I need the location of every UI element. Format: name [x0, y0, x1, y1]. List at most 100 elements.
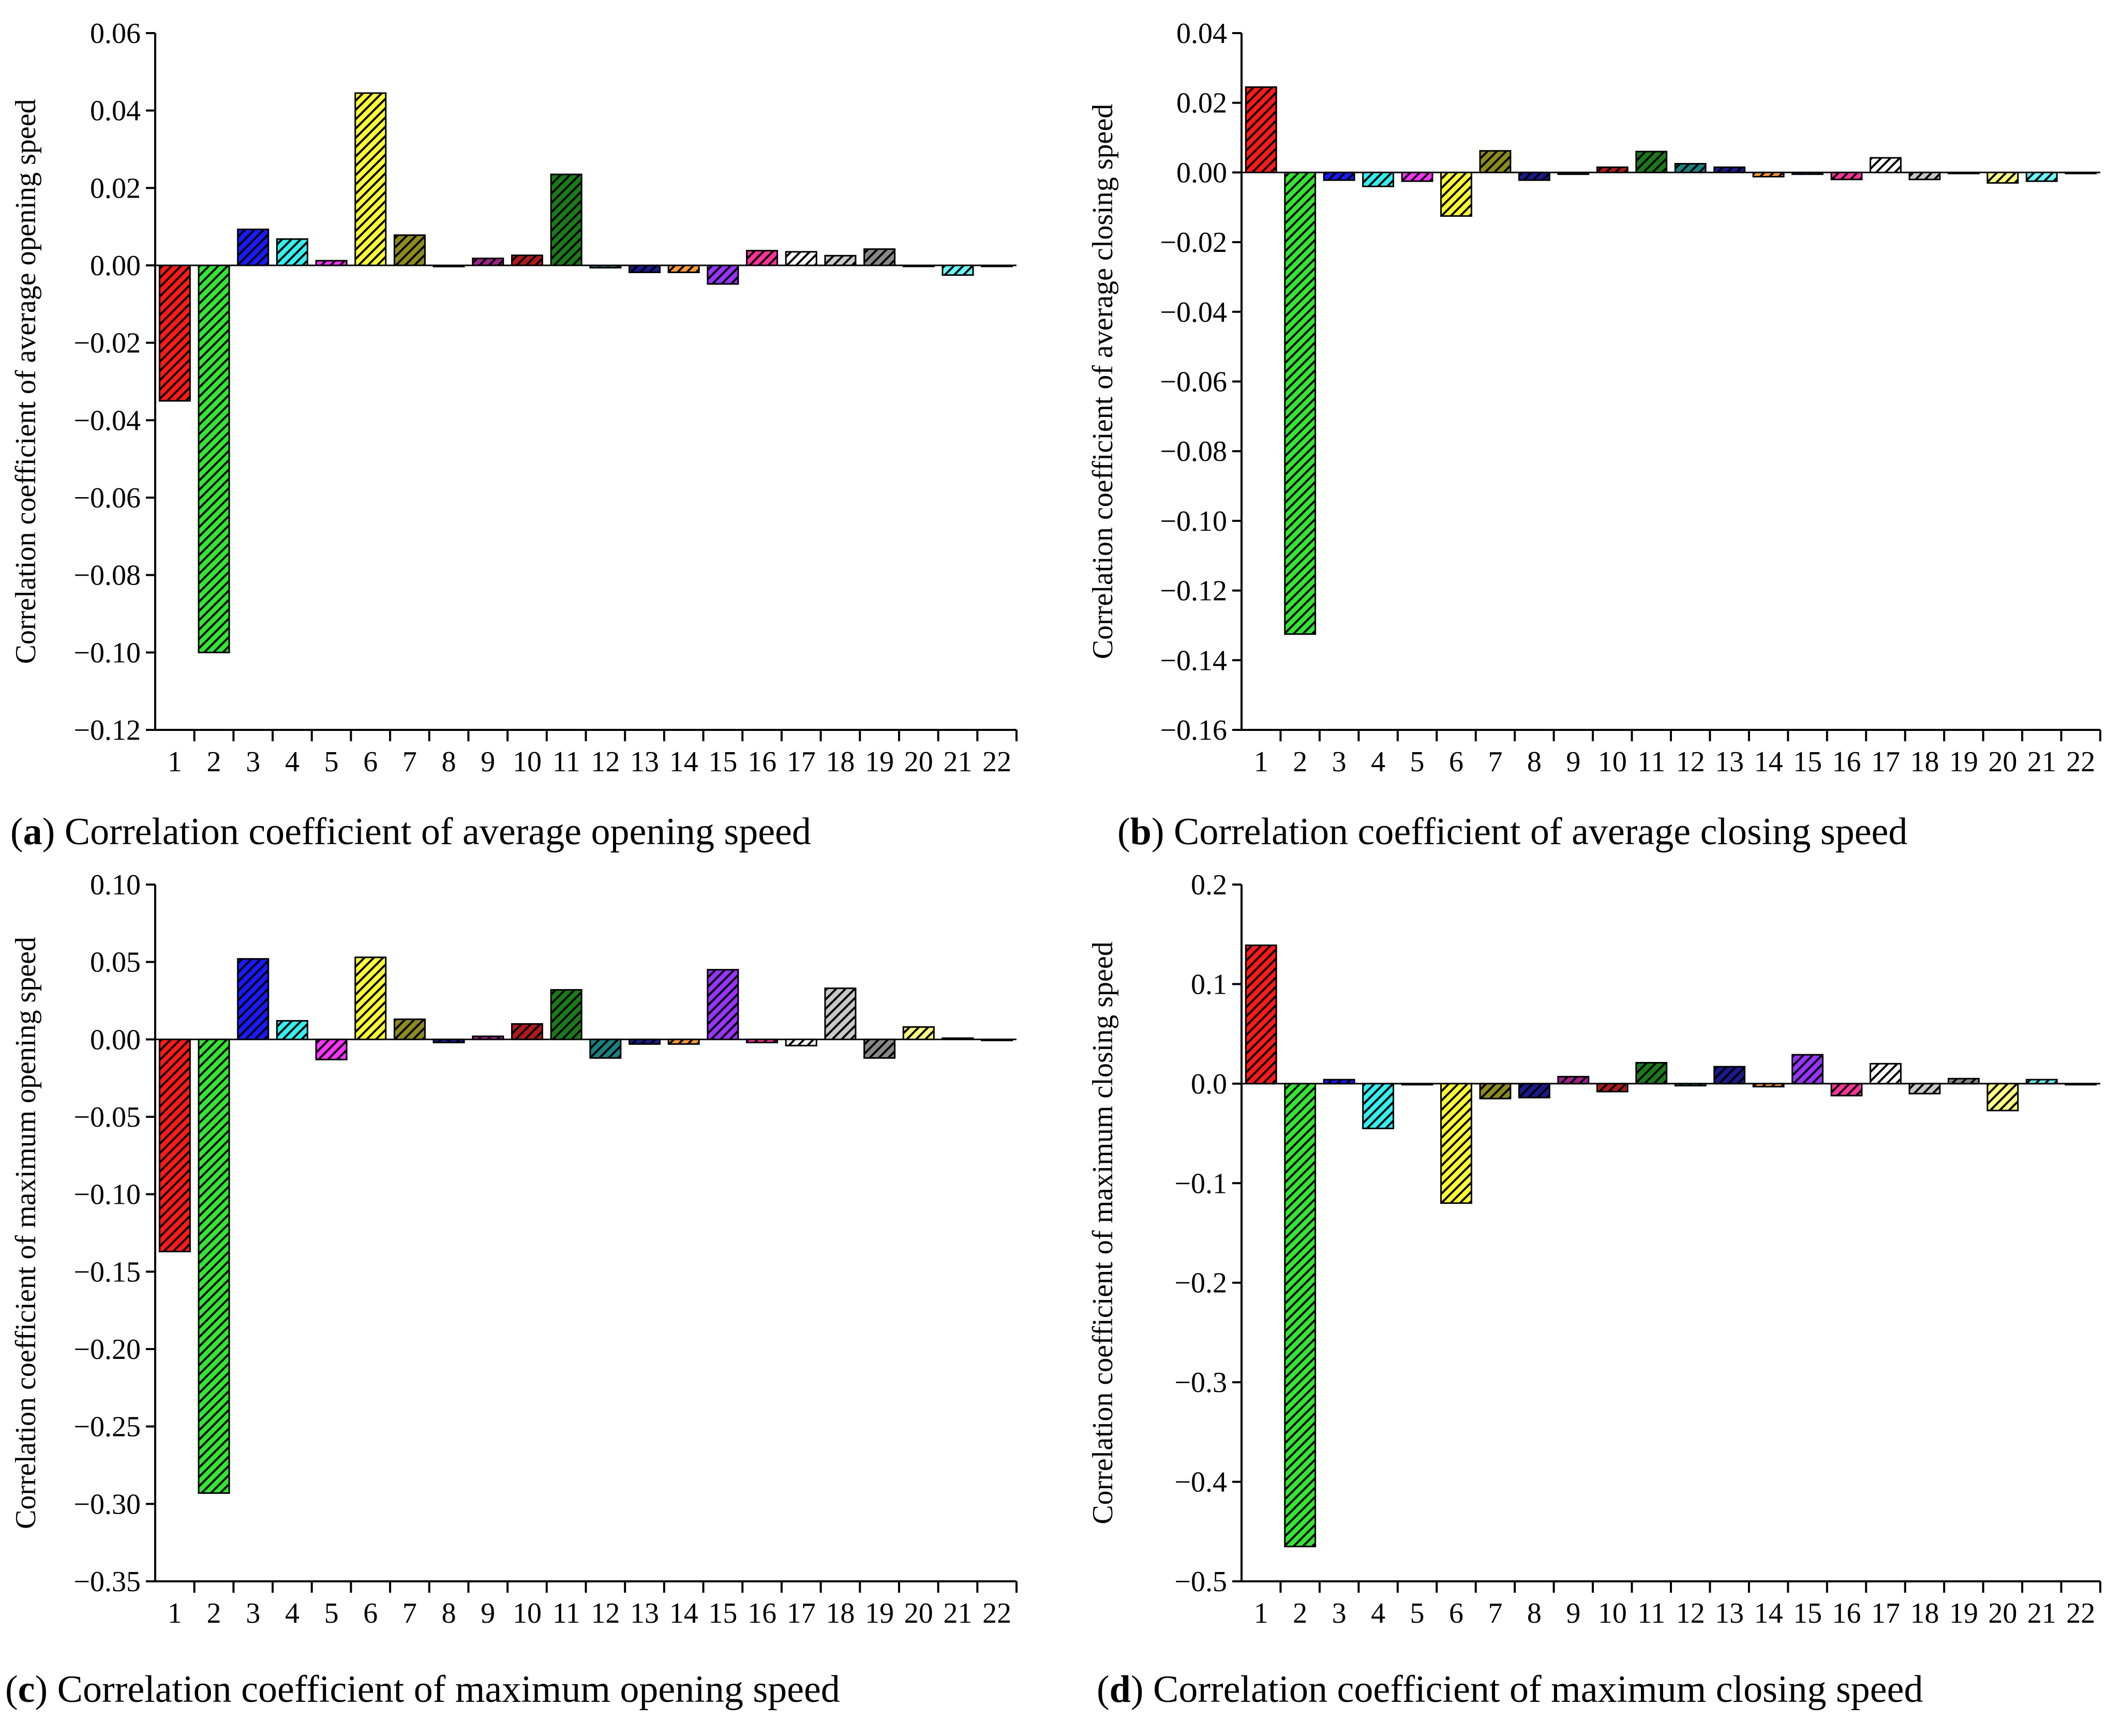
x-tick-label: 22 [2066, 1597, 2095, 1629]
bar-3 [237, 228, 270, 266]
bar-2 [1284, 171, 1317, 635]
x-tick-label: 22 [982, 746, 1011, 778]
bar-2 [198, 264, 230, 653]
y-tick-label: −0.25 [73, 1411, 141, 1443]
bar-20 [1986, 171, 2019, 184]
x-tick-label: 11 [552, 746, 580, 778]
chart-panel-b: 0.04 0.02 0.00 −0.02 −0.04 −0.06 −0.08 −0.10 −0.… [1087, 18, 2101, 853]
x-tick-label: 16 [1832, 746, 1861, 778]
x-tick-label: 3 [1332, 746, 1347, 778]
caption-paren-open: ( [1097, 1668, 1110, 1711]
x-tick-label: 22 [982, 1597, 1011, 1629]
x-tick-label: 20 [904, 746, 933, 778]
x-tick-label: 18 [826, 1597, 855, 1629]
bar-8 [432, 1038, 465, 1043]
bar-11 [1635, 1061, 1668, 1085]
y-axis-title: Correlation coefficient of average openi… [10, 99, 42, 664]
y-tick-label: −0.35 [73, 1566, 141, 1598]
bar-15 [1791, 171, 1824, 175]
y-tick-label: −0.5 [1174, 1566, 1227, 1598]
x-tick-label: 7 [402, 746, 417, 778]
x-tick-label: 1 [1254, 1597, 1268, 1629]
bar-4 [1362, 171, 1395, 187]
y-tick-label: 0.04 [1176, 18, 1227, 50]
bar-10 [511, 1023, 543, 1040]
bar-19 [863, 1038, 896, 1059]
y-tick-label: 0.00 [90, 1024, 141, 1056]
x-tick-label: 15 [1793, 1597, 1822, 1629]
bar-18 [1908, 1083, 1941, 1095]
chart-panel-a: 0.06 0.04 0.02 0.00 −0.02 −0.04 −0.06 −0.08 −0.1… [10, 18, 1018, 853]
bar-4 [1362, 1083, 1395, 1129]
bar-8 [1518, 1083, 1550, 1099]
caption-text: Correlation coefficient of maximum openi… [48, 1668, 840, 1711]
x-tick-label: 10 [513, 746, 542, 778]
y-tick-label: 0.2 [1191, 869, 1227, 901]
y-tick-label: −0.14 [1160, 645, 1227, 677]
bar-22 [2065, 171, 2097, 174]
bar-1 [158, 264, 191, 402]
x-tick-label: 21 [2027, 746, 2056, 778]
bar-10 [511, 255, 543, 266]
x-tick-label: 6 [363, 1597, 378, 1629]
y-tick-label: −0.10 [73, 1179, 141, 1211]
bar-5 [1401, 171, 1433, 182]
y-tick-label: −0.08 [73, 560, 141, 592]
y-tick-label: −0.1 [1174, 1168, 1227, 1200]
bar-21 [2025, 171, 2058, 182]
bar-7 [393, 234, 426, 266]
y-tick-label: −0.3 [1174, 1367, 1227, 1399]
bar-19 [1947, 1077, 1980, 1085]
x-tick-label: 5 [1410, 1597, 1425, 1629]
x-tick-label: 20 [1988, 1597, 2017, 1629]
bar-7 [393, 1018, 426, 1040]
y-tick-label: −0.2 [1174, 1267, 1227, 1299]
bar-13 [1713, 1066, 1746, 1085]
y-tick-label: −0.02 [73, 327, 141, 360]
y-tick-label: −0.20 [73, 1334, 141, 1366]
bar-16 [746, 250, 779, 266]
bar-6 [1440, 1083, 1472, 1204]
y-axis-title: Correlation coefficient of maximum openi… [10, 937, 42, 1529]
x-tick-label: 18 [826, 746, 855, 778]
y-tick-label: −0.08 [1160, 436, 1227, 468]
bar-21 [2025, 1079, 2058, 1085]
bar-12 [589, 1038, 622, 1059]
x-tick-label: 9 [1566, 746, 1580, 778]
x-tick-label: 15 [708, 746, 737, 778]
bar-18 [824, 255, 857, 266]
bar-14 [667, 264, 700, 273]
bar-5 [315, 260, 348, 266]
x-tick-label: 16 [1832, 1597, 1861, 1629]
y-tick-label: −0.02 [1160, 227, 1227, 259]
y-tick-label: −0.10 [73, 637, 141, 669]
x-tick-label: 10 [513, 1597, 542, 1629]
y-tick-label: −0.16 [1160, 714, 1227, 746]
bar-15 [1791, 1054, 1824, 1085]
x-tick-label: 10 [1598, 746, 1627, 778]
x-tick-label: 3 [1332, 1597, 1347, 1629]
x-tick-label: 8 [442, 746, 456, 778]
bar-13 [629, 264, 661, 273]
x-tick-label: 12 [591, 1597, 620, 1629]
bar-17 [1870, 157, 1902, 173]
x-tick-label: 16 [748, 746, 776, 778]
panel-caption: (c) Correlation coefficient of maximum o… [5, 1668, 840, 1711]
caption-letter: c [18, 1668, 35, 1711]
x-tick-label: 6 [363, 746, 378, 778]
x-tick-label: 16 [748, 1597, 776, 1629]
panel-caption: (b) Correlation coefficient of average c… [1117, 811, 1907, 853]
x-tick-label: 2 [1293, 746, 1307, 778]
caption-text: Correlation coefficient of maximum closi… [1143, 1668, 1923, 1711]
y-tick-label: 0.1 [1191, 968, 1227, 1000]
bar-22 [981, 264, 1013, 267]
x-tick-label: 19 [865, 1597, 894, 1629]
x-tick-label: 19 [865, 746, 894, 778]
caption-letter: a [23, 811, 42, 853]
bar-12 [1674, 163, 1707, 173]
bar-14 [1752, 1083, 1785, 1088]
bar-8 [1518, 171, 1550, 181]
bar-15 [707, 969, 739, 1040]
y-tick-label: 0.0 [1191, 1068, 1227, 1100]
x-tick-label: 21 [2027, 1597, 2056, 1629]
